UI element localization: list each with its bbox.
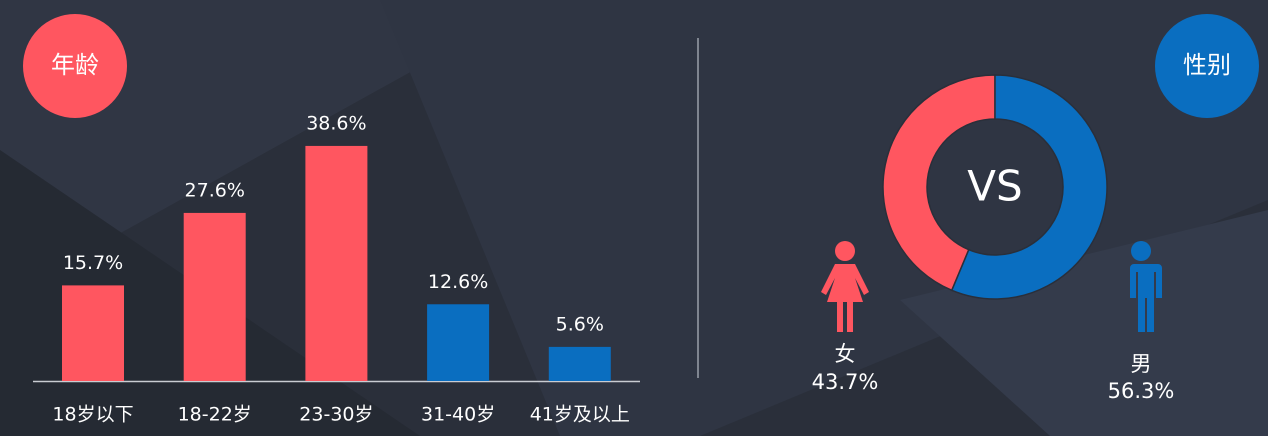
bg-shape — [900, 210, 1268, 436]
donut-category-label: 女 — [835, 342, 856, 366]
bar — [305, 145, 368, 381]
x-tick-label: 23-30岁 — [299, 404, 373, 426]
x-tick-label: 18岁以下 — [52, 404, 133, 426]
x-tick-label: 41岁及以上 — [530, 404, 630, 426]
bg-shape — [0, 0, 540, 300]
value-label: 12.6% — [428, 271, 488, 293]
value-label: 27.6% — [185, 179, 245, 201]
title-badge — [1155, 14, 1259, 118]
donut-value-label: 56.3% — [1108, 379, 1175, 403]
donut-category-label: 男 — [1131, 352, 1152, 376]
center-text: VS — [967, 162, 1022, 211]
x-tick-label: 31-40岁 — [421, 404, 495, 426]
title-badge — [23, 14, 127, 118]
value-label: 5.6% — [556, 313, 604, 335]
chart-title: 性别 — [1183, 51, 1231, 79]
value-label: 38.6% — [306, 112, 366, 134]
x-tick-label: 18-22岁 — [178, 404, 252, 426]
donut-segment — [882, 74, 996, 292]
female-icon — [821, 241, 869, 332]
chart-title: 年龄 — [51, 51, 99, 79]
bar — [548, 346, 611, 381]
donut-segment — [950, 74, 1108, 300]
male-icon — [1124, 241, 1162, 332]
bar — [427, 304, 490, 381]
bar — [183, 212, 246, 381]
bar — [62, 285, 124, 381]
value-label: 15.7% — [63, 252, 123, 274]
donut-value-label: 43.7% — [812, 370, 879, 394]
